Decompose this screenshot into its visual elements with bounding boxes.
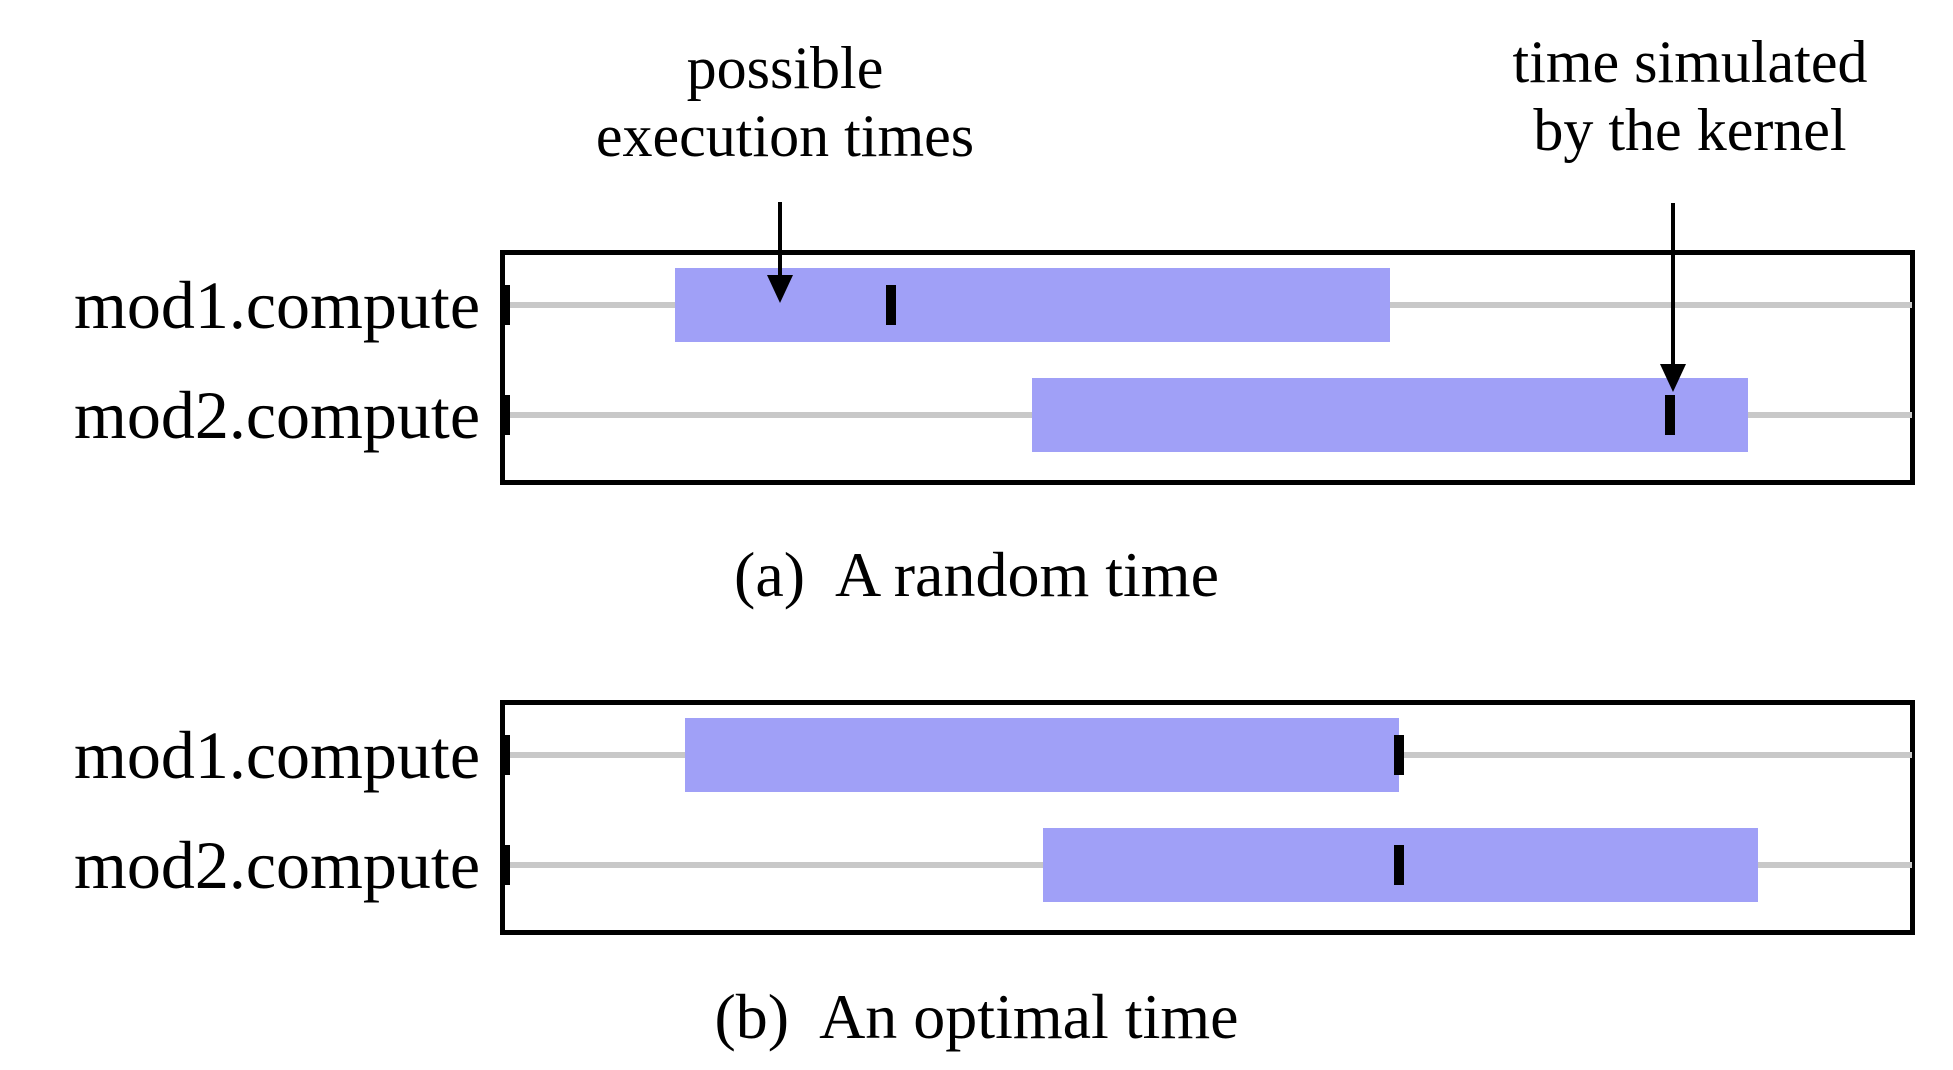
execution-window-bar <box>685 718 1399 792</box>
kernel-time-arrow-line <box>1671 203 1676 364</box>
simulated-time-tick <box>1665 395 1676 435</box>
annotation-possible-execution-times: possible execution times <box>385 34 1185 170</box>
row-label: mod2.compute <box>73 376 480 453</box>
start-time-tick <box>501 285 510 325</box>
caption-b-text: An optimal time <box>819 981 1239 1052</box>
panel-a-box <box>500 250 1915 485</box>
annotation-line: execution times <box>595 103 975 169</box>
annotation-time-simulated-by-kernel: time simulated by the kernel <box>1330 28 1953 164</box>
possible-times-arrowhead-icon <box>767 275 794 303</box>
start-time-tick <box>501 395 510 435</box>
start-time-tick <box>501 735 510 775</box>
row-label: mod1.compute <box>73 266 480 343</box>
execution-window-bar <box>1032 378 1749 452</box>
panel-b-box <box>500 700 1915 935</box>
annotation-line: by the kernel <box>1533 97 1847 163</box>
caption-a-index: (a) <box>734 539 806 610</box>
start-time-tick <box>501 845 510 885</box>
annotation-line: possible <box>686 35 884 101</box>
panel-a: mod1.compute mod2.compute <box>0 250 1953 485</box>
caption-a-text: A random time <box>835 539 1219 610</box>
row-label: mod1.compute <box>73 716 480 793</box>
execution-window-bar <box>675 268 1391 342</box>
simulated-time-tick <box>1393 845 1404 885</box>
simulated-time-tick <box>885 285 896 325</box>
panel-b: mod1.compute mod2.compute <box>0 700 1953 935</box>
simulated-time-tick <box>1393 735 1404 775</box>
row-label: mod2.compute <box>73 826 480 903</box>
caption-a: (a) A random time <box>0 538 1953 612</box>
caption-b-index: (b) <box>714 981 790 1052</box>
possible-times-arrow-line <box>778 202 783 275</box>
kernel-time-arrowhead-icon <box>1660 364 1687 392</box>
caption-b: (b) An optimal time <box>0 980 1953 1054</box>
annotation-line: time simulated <box>1512 29 1868 95</box>
